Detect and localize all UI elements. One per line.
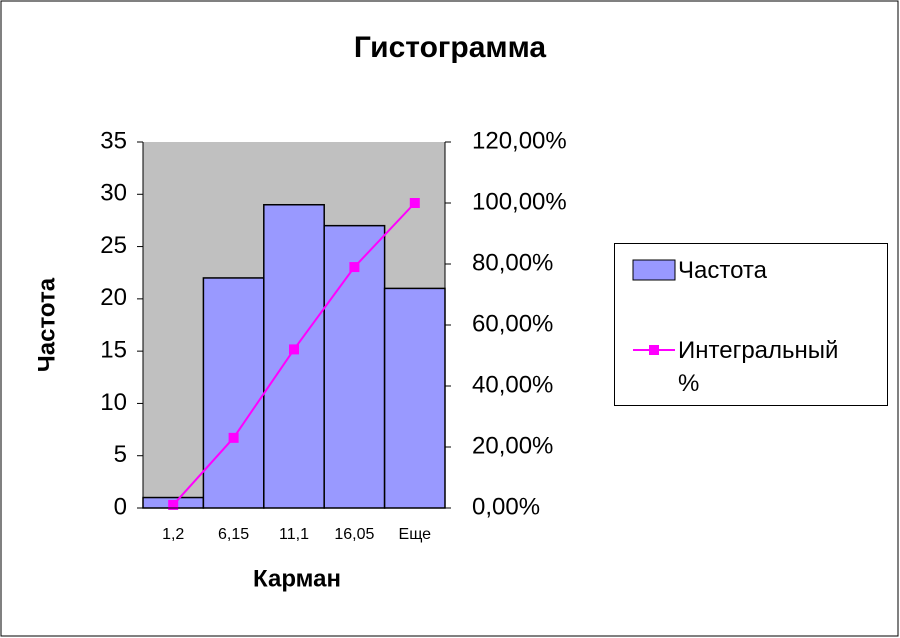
legend-marker — [649, 345, 659, 355]
legend: Частота Интегральный % — [614, 243, 888, 406]
legend-label: Интегральный % — [678, 337, 839, 397]
y2-tick-label: 80,00% — [472, 249, 553, 276]
y-tick-label: 0 — [114, 493, 127, 520]
x-tick-label: 11,1 — [279, 526, 309, 543]
y-tick-label: 5 — [114, 441, 127, 468]
x-tick-label: 6,15 — [218, 526, 249, 543]
legend-swatch — [632, 259, 676, 281]
legend-swatches — [632, 259, 676, 355]
x-axis-title: Карман — [253, 565, 341, 592]
y-tick-label: 25 — [100, 232, 127, 259]
y2-tick-label: 20,00% — [472, 432, 553, 459]
x-tick-label: 16,05 — [334, 526, 374, 543]
bar — [323, 224, 386, 509]
x-tick-label: Еще — [399, 526, 432, 543]
line-marker — [289, 344, 299, 355]
y-tick-label: 30 — [100, 180, 127, 207]
line-marker — [168, 499, 179, 510]
y2-tick-label: 0,00% — [472, 493, 540, 520]
legend-label: Частота — [678, 257, 767, 284]
line-marker — [349, 262, 360, 273]
chart-title: Гистограмма — [354, 31, 547, 64]
bar — [263, 203, 325, 509]
y2-tick-label: 60,00% — [472, 310, 553, 337]
line-marker — [228, 432, 239, 443]
x-tick-label: 1,2 — [162, 526, 184, 543]
y-tick-label: 15 — [100, 336, 127, 363]
y2-tick-label: 120,00% — [472, 127, 567, 154]
bar — [202, 277, 265, 509]
y-tick-label: 10 — [100, 389, 127, 416]
y-tick-label: 35 — [100, 127, 127, 154]
y2-tick-label: 100,00% — [472, 188, 567, 215]
line-marker — [409, 198, 420, 208]
bar — [383, 287, 446, 509]
y2-tick-label: 40,00% — [472, 371, 553, 398]
y-tick-label: 20 — [100, 284, 127, 311]
y-axis-title: Частота — [33, 277, 60, 372]
